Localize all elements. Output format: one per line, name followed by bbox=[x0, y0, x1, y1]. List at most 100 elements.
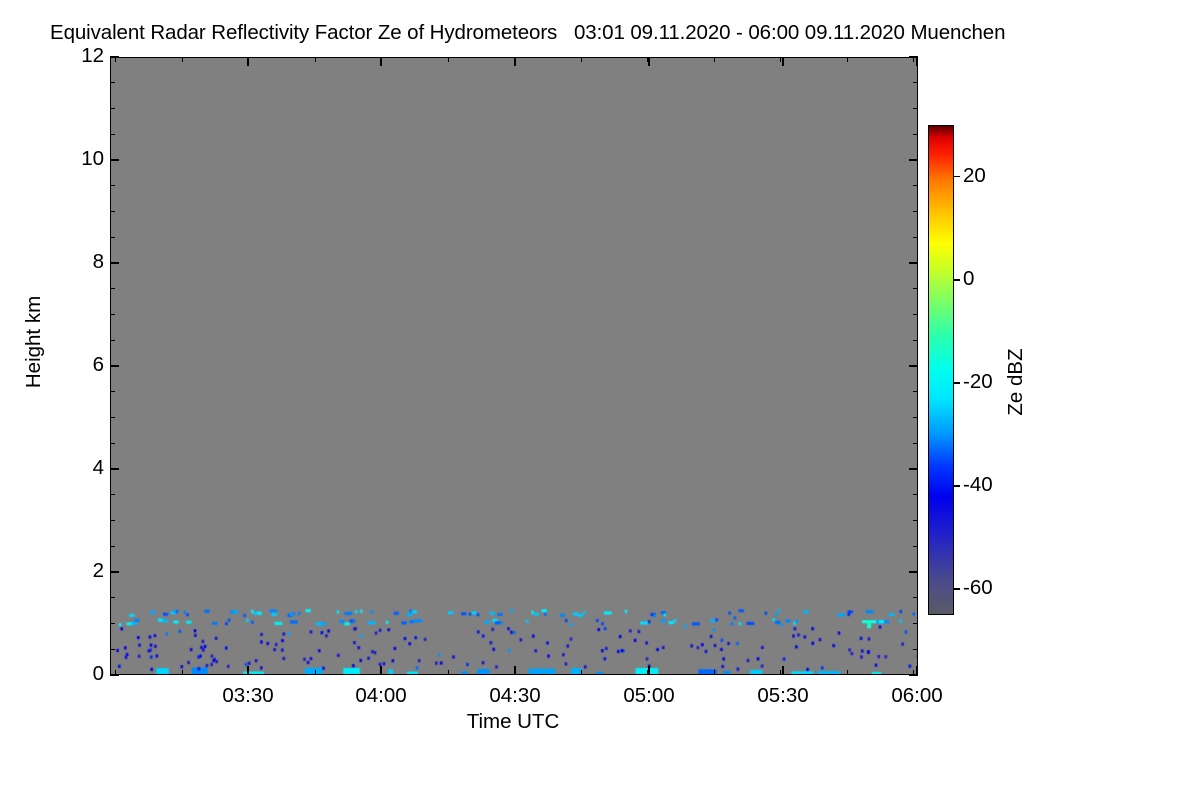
x-tick-minor-top bbox=[913, 57, 915, 62]
x-tick-major-bottom bbox=[782, 666, 784, 675]
y-tick-minor bbox=[110, 313, 115, 316]
x-tick-label: 05:00 bbox=[623, 684, 675, 707]
y-tick-minor bbox=[913, 597, 918, 599]
y-tick-label: 6 bbox=[92, 353, 104, 376]
y-axis-label: Height km bbox=[22, 295, 45, 389]
colorbar[interactable] bbox=[928, 125, 954, 615]
y-axis: 0 2 4 6 8 10 12 bbox=[52, 0, 104, 800]
x-tick-minor-top bbox=[115, 57, 117, 62]
y-tick-minor bbox=[110, 416, 115, 419]
y-tick-minor bbox=[913, 313, 918, 316]
x-axis: 03:30 04:00 04:30 05:00 05:30 06:00 bbox=[0, 684, 1200, 718]
y-tick-label: 10 bbox=[81, 147, 104, 170]
colorbar-tick bbox=[954, 382, 960, 384]
reflectivity-heatmap-canvas bbox=[111, 58, 917, 674]
x-tick-label: 06:00 bbox=[891, 684, 943, 707]
x-tick-minor-bottom bbox=[447, 670, 449, 675]
y-tick-minor bbox=[913, 622, 918, 625]
colorbar-axis-label: Ze dBZ bbox=[1004, 348, 1027, 416]
y-tick-major-left bbox=[110, 571, 119, 573]
y-tick-major-right bbox=[909, 159, 918, 161]
x-tick-minor-top bbox=[181, 57, 183, 62]
y-tick-minor bbox=[913, 648, 918, 650]
colorbar-tick bbox=[954, 485, 960, 487]
y-tick-minor bbox=[913, 133, 918, 135]
x-tick-minor-top bbox=[580, 57, 582, 62]
page-title: Equivalent Radar Reflectivity Factor Ze … bbox=[50, 21, 1006, 44]
y-tick-minor bbox=[110, 545, 115, 547]
x-tick-major-top bbox=[916, 57, 918, 66]
y-tick-major-left bbox=[110, 365, 119, 367]
y-tick-major-left bbox=[110, 262, 119, 264]
colorbar-tick-label: 0 bbox=[963, 266, 975, 290]
colorbar-gradient bbox=[929, 126, 953, 614]
x-tick-minor-bottom bbox=[580, 670, 582, 675]
x-tick-major-top bbox=[782, 57, 784, 66]
y-tick-minor bbox=[913, 519, 918, 522]
x-tick-minor-top bbox=[314, 57, 316, 62]
x-tick-major-top bbox=[514, 57, 516, 66]
y-tick-minor bbox=[110, 622, 115, 625]
colorbar-tick-label: -20 bbox=[963, 369, 993, 393]
y-tick-minor bbox=[110, 339, 115, 341]
y-tick-minor bbox=[110, 442, 115, 444]
colorbar-tick-label: -40 bbox=[963, 473, 993, 497]
colorbar-tick bbox=[954, 278, 960, 281]
x-tick-minor-bottom bbox=[647, 670, 649, 675]
x-tick-label: 04:30 bbox=[489, 684, 541, 707]
y-tick-minor bbox=[110, 107, 115, 110]
x-tick-major-top bbox=[380, 57, 382, 66]
y-tick-minor bbox=[913, 545, 918, 547]
x-tick-minor-bottom bbox=[181, 670, 183, 675]
y-tick-major-left bbox=[110, 468, 119, 470]
y-tick-minor bbox=[913, 494, 918, 496]
y-tick-minor bbox=[110, 210, 115, 213]
y-tick-major-left bbox=[110, 56, 119, 58]
x-tick-label: 05:30 bbox=[757, 684, 809, 707]
y-tick-minor bbox=[110, 519, 115, 522]
x-tick-major-top bbox=[247, 57, 249, 66]
x-tick-major-bottom bbox=[916, 666, 918, 675]
colorbar-tick bbox=[954, 588, 960, 590]
y-tick-minor bbox=[110, 494, 115, 496]
x-tick-label: 03:30 bbox=[222, 684, 274, 707]
y-tick-minor bbox=[913, 82, 918, 84]
colorbar-tick-label: -60 bbox=[963, 576, 993, 600]
y-tick-major-right bbox=[909, 365, 918, 367]
y-tick-minor bbox=[913, 107, 918, 110]
y-tick-minor bbox=[110, 391, 115, 393]
plot-area[interactable] bbox=[110, 57, 918, 675]
y-tick-label: 4 bbox=[92, 456, 104, 479]
y-tick-label: 2 bbox=[92, 559, 104, 582]
y-tick-minor bbox=[110, 133, 115, 135]
x-tick-major-bottom bbox=[514, 666, 516, 675]
y-tick-minor bbox=[110, 648, 115, 650]
y-tick-minor bbox=[110, 185, 115, 187]
y-tick-minor bbox=[913, 210, 918, 213]
y-tick-label: 8 bbox=[92, 250, 104, 273]
y-tick-major-left bbox=[110, 674, 119, 676]
x-tick-major-bottom bbox=[380, 666, 382, 675]
y-tick-minor bbox=[913, 442, 918, 444]
y-tick-minor bbox=[913, 288, 918, 290]
y-tick-major-right bbox=[909, 262, 918, 264]
y-tick-minor bbox=[110, 82, 115, 84]
y-tick-minor bbox=[913, 416, 918, 419]
x-tick-minor-top bbox=[846, 57, 848, 62]
x-tick-major-bottom bbox=[247, 666, 249, 675]
x-tick-minor-bottom bbox=[913, 670, 915, 675]
colorbar-tick-label: 20 bbox=[963, 163, 986, 187]
y-tick-label: 12 bbox=[81, 44, 104, 67]
y-tick-major-right bbox=[909, 674, 918, 676]
y-tick-minor bbox=[913, 391, 918, 393]
x-axis-label: Time UTC bbox=[466, 710, 560, 733]
y-tick-minor bbox=[913, 339, 918, 341]
x-tick-minor-top bbox=[780, 57, 782, 62]
y-tick-minor bbox=[913, 236, 918, 238]
y-tick-minor bbox=[110, 236, 115, 238]
x-tick-minor-top bbox=[647, 57, 649, 62]
y-tick-major-left bbox=[110, 159, 119, 161]
x-tick-minor-bottom bbox=[846, 670, 848, 675]
y-tick-label: 0 bbox=[92, 662, 104, 685]
